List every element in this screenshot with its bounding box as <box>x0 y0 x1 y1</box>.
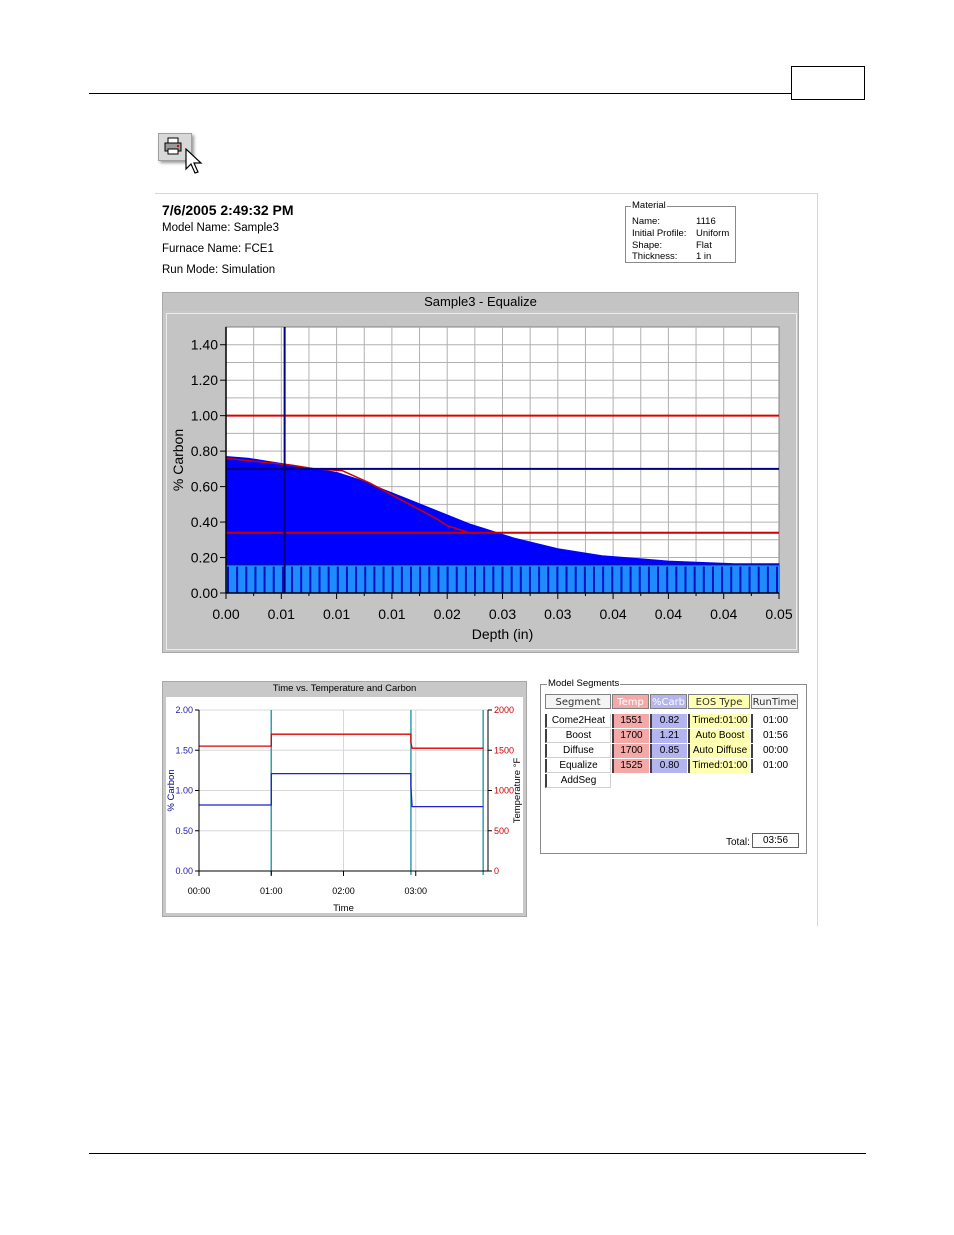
printer-icon <box>164 137 182 155</box>
carb-cell[interactable]: 0.80 <box>650 759 687 773</box>
depth-chart-title: Sample3 - Equalize <box>163 293 798 311</box>
material-value: 1 in <box>696 251 712 262</box>
total-runtime-field: 03:56 <box>752 833 799 848</box>
y-tick-label: 2.00 <box>175 705 193 715</box>
target-profile-line <box>225 457 779 534</box>
total-label: Total: <box>726 837 750 848</box>
x-tick-label: 0.00 <box>212 606 239 622</box>
runtime-cell[interactable]: 01:00 <box>751 759 798 773</box>
material-label: Initial Profile: <box>632 228 687 239</box>
segment-name-cell[interactable]: Boost <box>545 729 611 743</box>
x-tick-label: 02:00 <box>332 886 355 896</box>
y-tick-label: 1.00 <box>191 408 218 424</box>
y-tick-label: 0.00 <box>191 585 218 601</box>
material-value: 1116 <box>696 216 716 227</box>
x-tick-label: 0.01 <box>268 606 295 622</box>
temp-cell[interactable]: 1700 <box>612 729 649 743</box>
page-number-box <box>791 66 865 100</box>
material-value: Uniform <box>696 228 730 239</box>
x-tick-label: 0.03 <box>544 606 571 622</box>
y-tick-label: 0.50 <box>175 826 193 836</box>
temp-cell[interactable]: 1525 <box>612 759 649 773</box>
runtime-cell[interactable]: 01:56 <box>751 729 798 743</box>
x-tick-label: 0.04 <box>710 606 737 622</box>
y-axis-label: % Carbon <box>170 429 186 491</box>
x-tick-label: 0.03 <box>489 606 516 622</box>
material-label: Shape: <box>632 240 663 251</box>
segment-name-cell[interactable]: Equalize <box>545 759 611 773</box>
y2-tick-label: 0 <box>494 866 499 876</box>
segment-name-cell[interactable]: AddSeg <box>545 774 611 788</box>
x-tick-label: 0.05 <box>765 606 792 622</box>
furnace-name: Furnace Name: FCE1 <box>162 243 274 255</box>
runtime-cell[interactable]: 00:00 <box>751 744 798 758</box>
x-tick-label: 0.04 <box>655 606 682 622</box>
y-tick-label: 1.40 <box>191 337 218 353</box>
y-tick-label: 0.00 <box>175 866 193 876</box>
x-tick-label: 0.02 <box>434 606 461 622</box>
header-rule <box>89 93 792 94</box>
y-tick-label: 0.40 <box>191 514 218 530</box>
cursor-arrow-icon <box>185 148 203 174</box>
x-tick-label: 0.01 <box>378 606 405 622</box>
x-axis-label: Depth (in) <box>472 626 533 642</box>
model-segments-panel: Model Segments Segment Temp %Carb EOS Ty… <box>540 678 807 854</box>
model-segments-title: Model Segments <box>547 678 621 689</box>
x-tick-label: 01:00 <box>260 886 283 896</box>
y-tick-label: 0.80 <box>191 443 218 459</box>
carb-cell[interactable]: 1.21 <box>650 729 687 743</box>
eos-type-cell[interactable]: Timed:01:00 <box>688 759 750 773</box>
carb-cell[interactable]: 0.82 <box>650 714 687 728</box>
header-carb[interactable]: %Carb <box>650 694 687 709</box>
y2-tick-label: 1500 <box>494 745 514 755</box>
cursor-intersection <box>282 466 288 472</box>
x-tick-label: 03:00 <box>404 886 427 896</box>
eos-type-cell[interactable]: Auto Boost <box>688 729 750 743</box>
material-box: Material Name: 1116 Initial Profile: Uni… <box>625 200 736 263</box>
material-value: Flat <box>696 240 712 251</box>
depth-profile-chart: 0.00 0.20 0.40 0.60 0.80 1.00 1.20 1.40 0.00 0.01… <box>170 326 793 642</box>
eos-type-cell[interactable]: Auto Diffuse <box>688 744 750 758</box>
material-title: Material <box>631 200 667 211</box>
run-mode: Run Mode: Simulation <box>162 264 276 276</box>
y-tick-label: 1.00 <box>175 786 193 796</box>
header-temp[interactable]: Temp <box>612 694 649 709</box>
carb-cell[interactable]: 0.85 <box>650 744 687 758</box>
carbon-line <box>199 772 484 808</box>
footer-rule <box>89 1153 866 1154</box>
time-chart-title: Time vs. Temperature and Carbon <box>272 683 417 694</box>
y-tick-label: 0.60 <box>191 479 218 495</box>
y-tick-label: 0.20 <box>191 550 218 566</box>
x-tick-label: 00:00 <box>188 886 211 896</box>
print-button[interactable] <box>158 133 192 161</box>
segment-name-cell[interactable]: Come2Heat <box>545 714 611 728</box>
y-tick-label: 1.50 <box>175 745 193 755</box>
temp-cell[interactable]: 1551 <box>612 714 649 728</box>
y2-tick-label: 500 <box>494 826 509 836</box>
header-eos-type[interactable]: EOS Type <box>688 694 750 709</box>
header-runtime[interactable]: RunTime <box>751 694 798 709</box>
y2-axis-label: Temperature °F <box>512 758 523 824</box>
eos-type-cell[interactable]: Timed:01:00 <box>688 714 750 728</box>
temperature-line <box>199 733 484 749</box>
segment-name-cell[interactable]: Diffuse <box>545 744 611 758</box>
y2-tick-label: 2000 <box>494 705 514 715</box>
temp-cell[interactable]: 1700 <box>612 744 649 758</box>
time-temp-carbon-chart: 0.00 0.50 1.00 1.50 2.00 0 500 1000 1500 2000 00:0… <box>166 697 523 914</box>
header-segment[interactable]: Segment <box>545 694 611 709</box>
y2-tick-label: 1000 <box>494 786 514 796</box>
report-datetime: 7/6/2005 2:49:32 PM <box>162 202 294 218</box>
runtime-cell[interactable]: 01:00 <box>751 714 798 728</box>
x-axis-label: Time <box>333 903 354 914</box>
report-preview <box>155 193 818 926</box>
y-axis-label: % Carbon <box>166 769 177 811</box>
material-label: Thickness: <box>632 251 678 262</box>
x-tick-label: 0.01 <box>323 606 350 622</box>
y-tick-label: 1.20 <box>191 372 218 388</box>
x-tick-label: 0.04 <box>599 606 626 622</box>
material-label: Name: <box>632 216 660 227</box>
model-name: Model Name: Sample3 <box>162 222 279 234</box>
